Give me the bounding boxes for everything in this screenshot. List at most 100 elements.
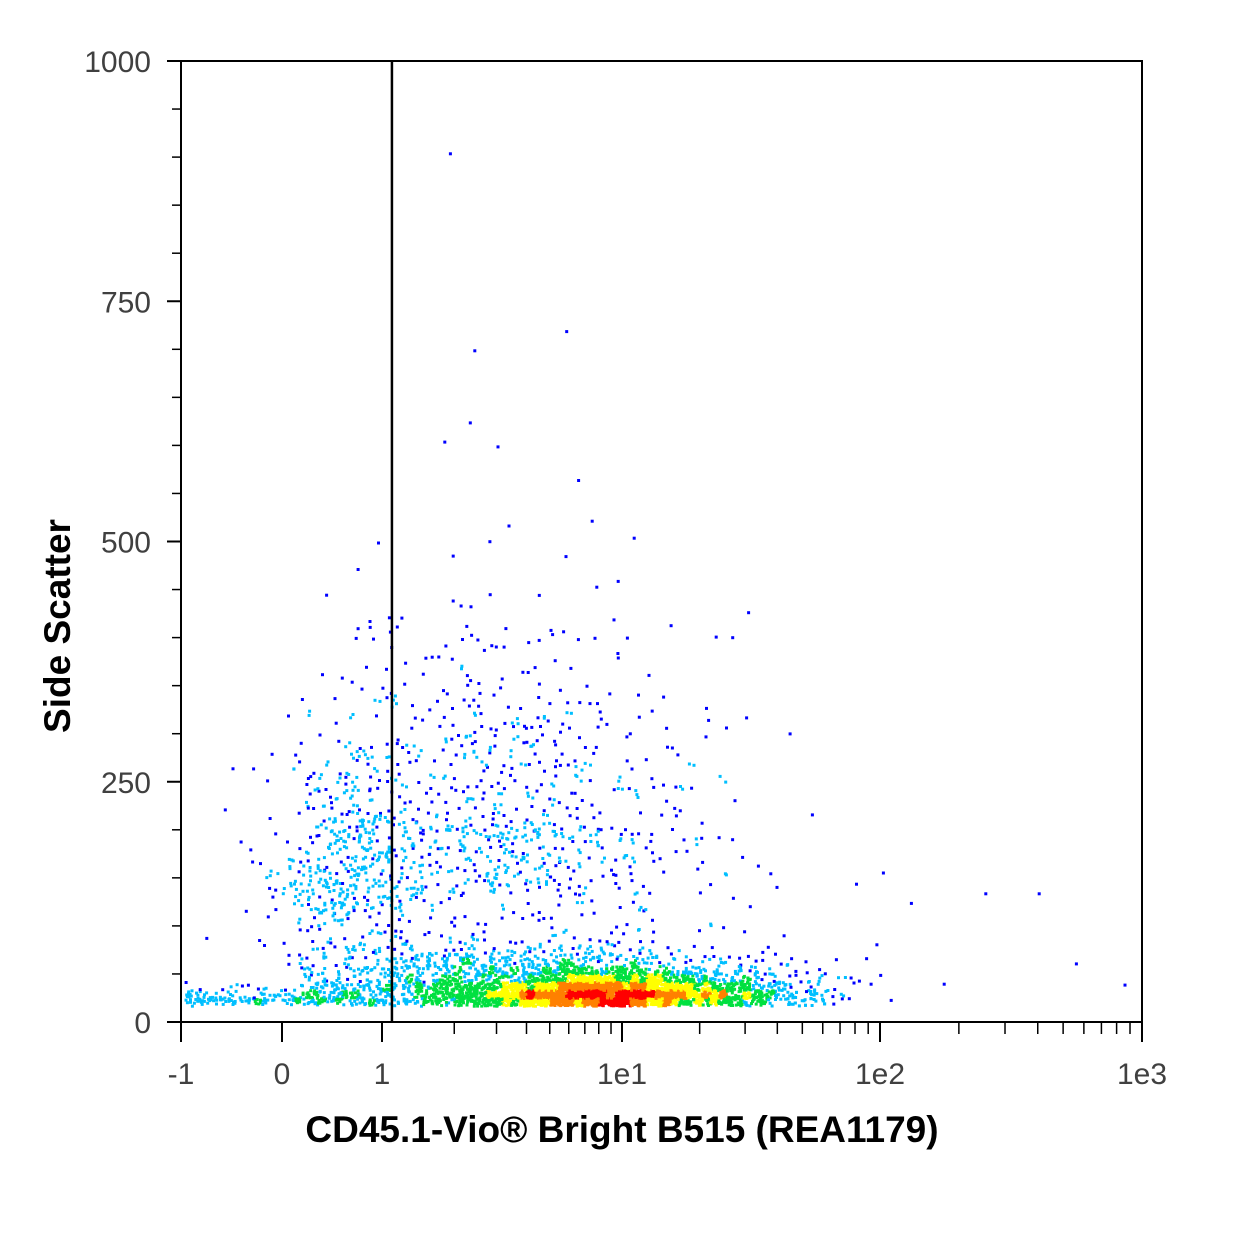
data-point (748, 982, 752, 986)
data-point (812, 998, 816, 1001)
data-point (468, 954, 472, 958)
data-point (506, 990, 510, 993)
data-point (625, 977, 629, 981)
data-point (611, 965, 615, 969)
data-point (445, 958, 449, 962)
data-point (438, 967, 442, 971)
data-point (334, 964, 338, 967)
data-points (184, 152, 1127, 1008)
data-point (875, 943, 879, 947)
data-point (702, 975, 706, 979)
data-point (518, 1001, 522, 1005)
data-point (475, 997, 479, 1001)
data-point (711, 977, 715, 981)
data-point (578, 1003, 582, 1007)
data-point (603, 977, 607, 981)
data-point (402, 969, 406, 973)
data-point (498, 967, 502, 971)
data-point (682, 1002, 686, 1006)
data-point (475, 973, 479, 977)
data-point (718, 984, 722, 988)
data-point (473, 1002, 477, 1005)
data-point (542, 976, 546, 980)
data-point (647, 988, 651, 992)
data-point (437, 966, 440, 969)
data-point (571, 980, 575, 984)
data-point (740, 995, 744, 999)
data-point (530, 984, 534, 988)
data-point (673, 997, 677, 1001)
data-point (448, 940, 452, 944)
data-point (705, 982, 709, 986)
data-point (601, 950, 605, 954)
data-point (820, 974, 824, 978)
data-point (617, 973, 621, 977)
data-point (562, 981, 566, 985)
data-point (458, 994, 462, 998)
data-point (732, 979, 736, 983)
data-point (746, 987, 750, 991)
data-point (527, 965, 531, 969)
data-point (780, 988, 784, 992)
data-point (781, 981, 785, 985)
data-point (409, 959, 413, 963)
data-point (710, 989, 714, 993)
data-point (521, 998, 525, 1002)
data-point (691, 965, 695, 969)
data-point (719, 992, 723, 996)
data-point (615, 1004, 619, 1008)
data-point (641, 958, 645, 962)
data-point (376, 958, 380, 962)
data-point (578, 981, 582, 985)
data-point (541, 987, 544, 991)
data-point (739, 1000, 743, 1004)
data-point (434, 996, 438, 1000)
data-point (307, 978, 311, 982)
data-point (665, 966, 668, 970)
data-point (663, 992, 667, 996)
data-point (833, 988, 837, 991)
data-point (609, 1001, 613, 1005)
data-point (580, 967, 584, 970)
data-point (405, 1000, 409, 1004)
data-point (570, 956, 574, 960)
data-point (358, 996, 362, 999)
data-point (788, 994, 792, 998)
data-point (654, 1003, 658, 1006)
data-point (471, 963, 475, 967)
data-point (527, 982, 530, 986)
data-point (528, 958, 532, 962)
data-point (637, 961, 641, 965)
data-point (366, 971, 370, 975)
data-point (621, 982, 625, 986)
data-point (824, 989, 828, 993)
data-point (705, 999, 709, 1002)
data-point (444, 986, 448, 990)
data-point (592, 956, 596, 960)
data-point (768, 1001, 772, 1005)
data-point (657, 982, 660, 986)
data-point (675, 979, 679, 983)
data-point (504, 999, 507, 1003)
data-point (468, 961, 472, 965)
data-point (725, 984, 729, 988)
data-point (537, 989, 541, 993)
data-point (624, 993, 628, 997)
data-point (614, 969, 618, 973)
data-point (567, 958, 571, 962)
data-point (600, 948, 604, 952)
data-point (394, 929, 398, 933)
data-point (569, 961, 573, 965)
data-point (654, 993, 658, 997)
data-point (472, 1004, 476, 1008)
data-point (428, 959, 431, 962)
data-point (393, 957, 397, 961)
data-point (607, 970, 610, 974)
data-point (475, 957, 479, 961)
data-point (393, 947, 397, 951)
data-point (321, 946, 325, 950)
data-point (525, 1004, 529, 1008)
data-point (663, 986, 667, 990)
data-point (467, 972, 471, 976)
data-point (488, 955, 492, 959)
